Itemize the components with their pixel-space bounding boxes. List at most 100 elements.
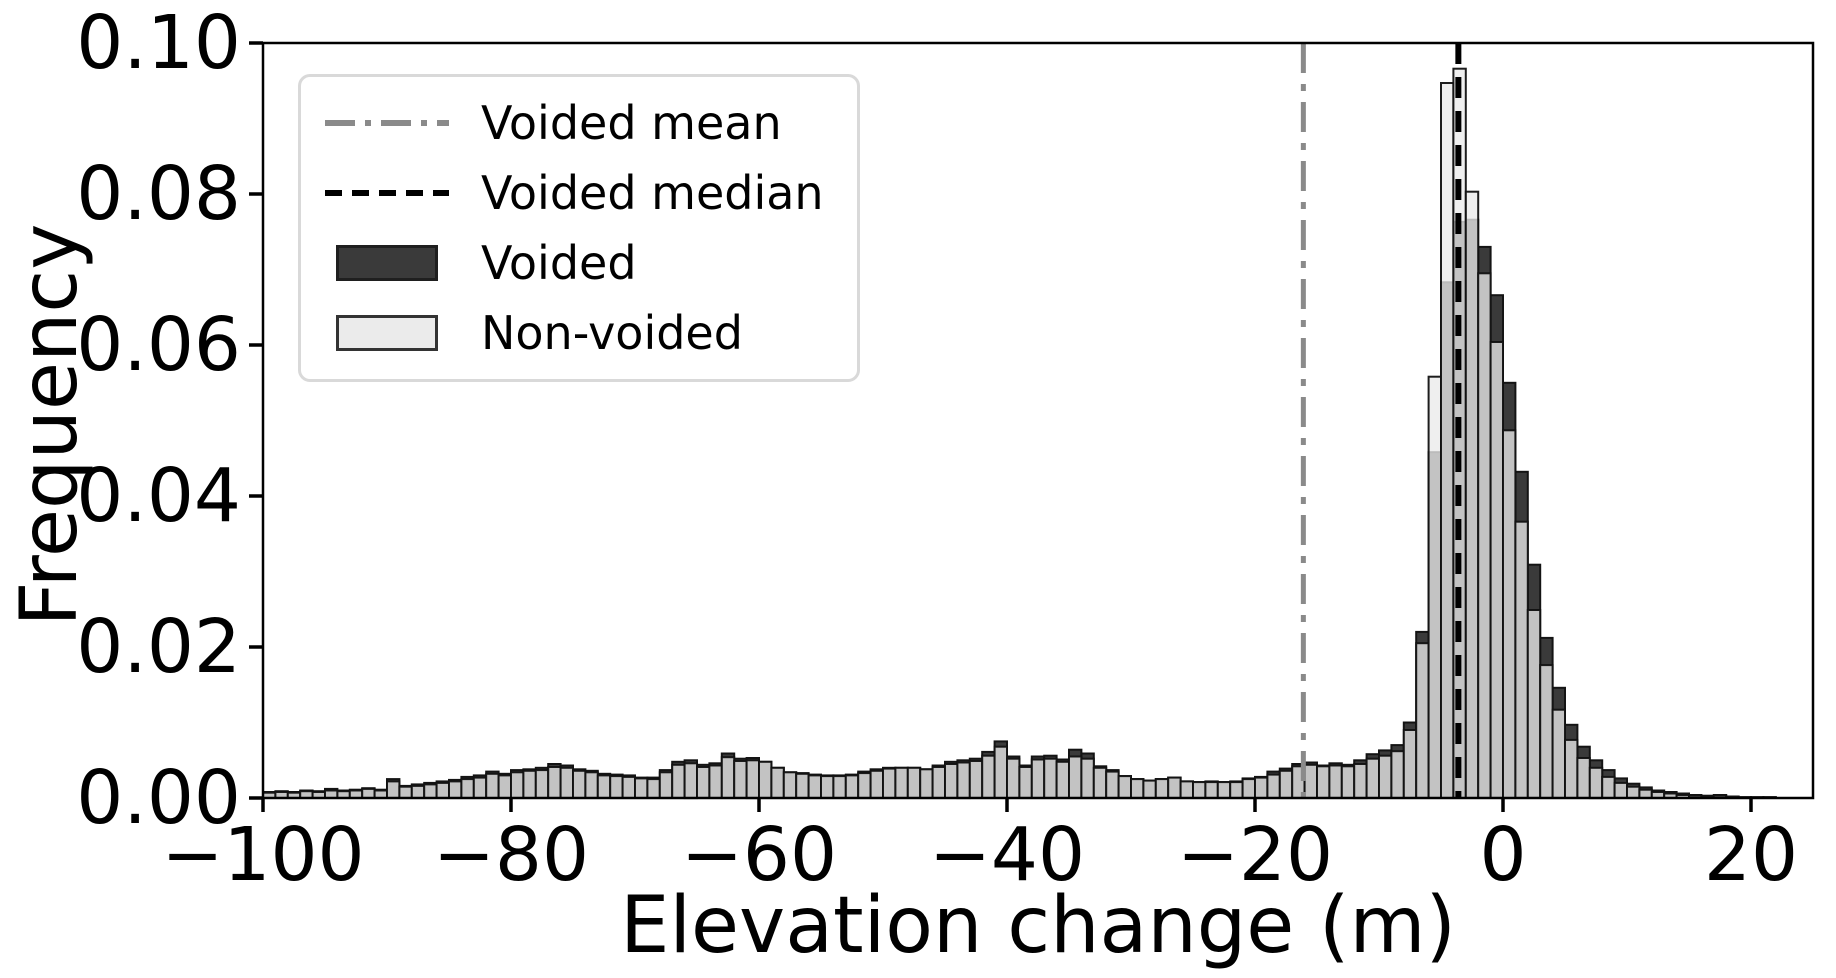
hist-bar-non-voided [547, 766, 562, 799]
hist-bar-non-voided [894, 766, 909, 799]
hist-bar-non-voided [1502, 429, 1517, 799]
hist-bar-non-voided [1365, 757, 1380, 800]
hist-bar-non-voided [510, 771, 525, 799]
x-tick-label: −40 [928, 812, 1086, 898]
y-axis-title: Frequency [5, 223, 95, 627]
hist-bar-non-voided [609, 775, 624, 799]
hist-bar-non-voided [386, 780, 401, 800]
hist-bar-non-voided [584, 771, 599, 799]
hist-bar-non-voided [1229, 781, 1244, 799]
hist-bar-non-voided [944, 763, 959, 799]
hist-bar-non-voided [906, 766, 922, 799]
hist-bar-non-voided [795, 772, 810, 799]
hist-bar-non-voided [460, 778, 475, 799]
hist-bar-non-voided [869, 769, 884, 799]
y-tick-label: 0.00 [76, 755, 241, 841]
legend-label: Voided median [481, 166, 824, 220]
hist-bar-non-voided [398, 785, 413, 800]
hist-bar-non-voided [1105, 770, 1120, 799]
hist-bar-non-voided [1080, 757, 1095, 800]
hist-bar-non-voided [1254, 776, 1269, 799]
hist-bar-non-voided [1092, 766, 1108, 799]
hist-bar-non-voided [844, 774, 860, 800]
hist-bar-non-voided [968, 760, 984, 799]
axes-spines [261, 41, 1815, 800]
legend-label: Non-voided [481, 306, 743, 360]
y-tick-label: 0.02 [76, 604, 241, 690]
hist-bar-non-voided [1192, 781, 1207, 799]
y-tick-label: 0.06 [76, 302, 241, 388]
hist-bar-non-voided [745, 759, 760, 800]
hist-bar-non-voided [981, 754, 996, 800]
hist-bar-non-voided [1427, 375, 1442, 799]
hist-bar-non-voided [658, 771, 674, 799]
legend-label: Voided [481, 236, 637, 290]
hist-bar-non-voided [1068, 755, 1083, 799]
hist-bar-non-voided [931, 766, 946, 799]
hist-bar-non-voided [1551, 708, 1566, 800]
x-axis-title: Elevation change (m) [620, 881, 1456, 971]
hist-bar-non-voided [708, 764, 723, 799]
hist-bar-non-voided [696, 766, 711, 799]
hist-bar-non-voided [1043, 757, 1058, 800]
hist-bar-non-voided [1353, 763, 1368, 799]
hist-bar-non-voided [1179, 780, 1194, 800]
hist-bar-non-voided [1626, 785, 1641, 800]
hist-bar-non-voided [361, 787, 376, 800]
hist-bar-non-voided [1378, 754, 1393, 800]
hist-bar-non-voided [1415, 642, 1430, 800]
non-voided-swatch [323, 315, 451, 351]
x-tick-label: −100 [161, 812, 365, 898]
hist-bar-non-voided [671, 763, 686, 799]
voided-median-line-sample [323, 187, 451, 199]
hist-bar-non-voided [1601, 775, 1616, 800]
hist-bar-non-voided [410, 784, 426, 800]
hist-bar-non-voided [956, 761, 971, 799]
legend-row-non-voided: Non-voided [323, 303, 833, 363]
legend-label: Voided mean [481, 96, 782, 150]
legend-row-voided-mean: Voided mean [323, 93, 833, 153]
hist-bar-non-voided [882, 767, 897, 799]
hist-bar-non-voided [807, 774, 822, 800]
hist-bar-non-voided [534, 769, 550, 799]
hist-bar-non-voided [1477, 272, 1492, 799]
hist-bar-non-voided [1055, 760, 1070, 799]
legend-row-voided-median: Voided median [323, 163, 833, 223]
hist-bar-non-voided [596, 774, 612, 800]
hist-bar-non-voided [1204, 781, 1219, 799]
hist-bar-non-voided [1564, 738, 1579, 800]
legend-row-voided: Voided [323, 233, 833, 293]
hist-bar-non-voided [423, 783, 438, 800]
hist-bar-non-voided [646, 778, 661, 799]
hist-bar-non-voided [1526, 609, 1542, 799]
hist-bar-non-voided [1390, 750, 1405, 800]
hist-bar-non-voided [497, 774, 513, 800]
hist-bar-non-voided [919, 768, 934, 799]
hist-bar-non-voided [1130, 778, 1145, 799]
hist-bar-non-voided [1030, 758, 1046, 799]
hist-bar-non-voided [1402, 729, 1418, 799]
hist-bar-non-voided [621, 775, 636, 800]
x-tick-label: −20 [1176, 812, 1334, 898]
x-tick-label: −60 [680, 812, 838, 898]
voided-mean-line-sample [323, 117, 451, 129]
hist-bar-non-voided [1278, 769, 1294, 799]
hist-bar-non-voided [733, 760, 748, 799]
x-tick-label: 0 [1479, 812, 1527, 898]
hist-bar-non-voided [472, 776, 488, 799]
hist-bar-non-voided [435, 781, 451, 800]
x-tick-label: 20 [1703, 812, 1799, 898]
hist-bar-non-voided [485, 772, 500, 799]
hist-bar-non-voided [832, 775, 847, 799]
hist-bar-non-voided [1117, 775, 1132, 799]
hist-bar-non-voided [1018, 766, 1033, 799]
hist-bar-non-voided [1613, 781, 1628, 800]
voided-swatch [323, 245, 451, 281]
x-tick-label: −80 [432, 812, 590, 898]
hist-bar-non-voided [1266, 773, 1281, 799]
hist-bar-non-voided [522, 769, 537, 799]
hist-bar-non-voided [1006, 757, 1021, 800]
hist-bar-non-voided [683, 762, 698, 799]
